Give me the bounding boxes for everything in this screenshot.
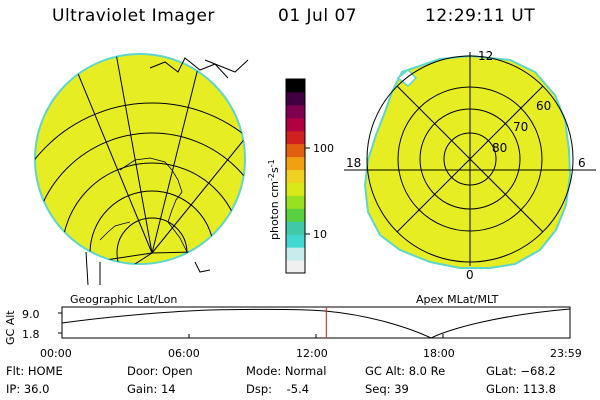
geographic-label: Geographic Lat/Lon [70,293,177,306]
altitude-xtick-4: 23:59 [550,347,582,360]
info-door: Door: Open [127,364,193,378]
colorbar-band [286,130,305,145]
colorbar-band [286,221,305,235]
altitude-ytick-low: 1.8 [22,328,40,341]
colorbar-band [286,104,305,119]
apex-image: 12 18 6 0 60 70 80 [344,49,596,282]
info-mode: Mode: Normal [246,364,327,378]
time-label: 12:29:11 UT [425,6,536,26]
colorbar: 100 10 photon cm-2s-1 [267,78,334,274]
colorbar-unit-exp2: -1 [267,159,276,167]
info-dsp: Dsp: -5.4 [246,382,310,396]
colorbar-band [286,169,305,183]
colorbar-band [286,234,305,248]
mlat-label-80: 80 [492,141,507,155]
altitude-ylabel: GC Alt [4,310,17,345]
altitude-ytick-high: 9.0 [22,308,40,321]
colorbar-band [286,247,305,261]
colorbar-frame [285,78,306,274]
geographic-image [34,53,249,286]
altitude-curve [61,308,571,339]
mlt-label-12: 12 [478,49,493,63]
colorbar-unit-exp1: -2 [267,173,276,181]
info-glon: GLon: 113.8 [486,382,556,396]
colorbar-unit-label: photon cm-2s-1 [267,159,281,240]
colorbar-tick-100: 100 [313,142,334,155]
mlt-label-0: 0 [466,268,474,282]
mlt-label-6: 6 [578,156,586,170]
altitude-plot: 9.0 1.8 GC Alt 00:00 06:00 12:00 18:00 2… [4,306,582,360]
colorbar-band [286,182,305,196]
colorbar-band [286,195,305,209]
colorbar-band [286,79,305,93]
altitude-xtick-1: 06:00 [168,347,200,360]
colorbar-band [286,260,305,274]
info-gain: Gain: 14 [127,382,176,396]
colorbar-unit-s: s [268,167,281,173]
info-flt: Flt: HOME [6,364,63,378]
info-seq: Seq: 39 [365,382,409,396]
mlt-label-18: 18 [346,156,361,170]
info-ip: IP: 36.0 [6,382,50,396]
colorbar-band [286,156,305,171]
colorbar-tick-10: 10 [313,228,327,241]
colorbar-band [286,91,305,106]
altitude-xtick-0: 00:00 [40,347,72,360]
colorbar-band [286,117,305,132]
colorbar-band [286,208,305,222]
altitude-plot-frame [61,306,571,339]
colorbar-bands [286,79,305,274]
geographic-grid-outer [85,57,249,286]
colorbar-unit-base: photon cm [268,181,281,240]
apex-label: Apex MLat/MLT [416,293,499,306]
colorbar-band [286,143,305,158]
mlat-label-70: 70 [513,120,528,134]
mlat-label-60: 60 [536,99,551,113]
apex-grid [344,52,596,266]
altitude-xtick-2: 12:00 [296,347,328,360]
altitude-xtick-3: 18:00 [423,347,455,360]
info-glat: GLat: −68.2 [486,364,556,378]
info-gc-alt: GC Alt: 8.0 Re [365,364,446,378]
window-title: Ultraviolet Imager [52,6,215,26]
date-label: 01 Jul 07 [278,6,358,26]
